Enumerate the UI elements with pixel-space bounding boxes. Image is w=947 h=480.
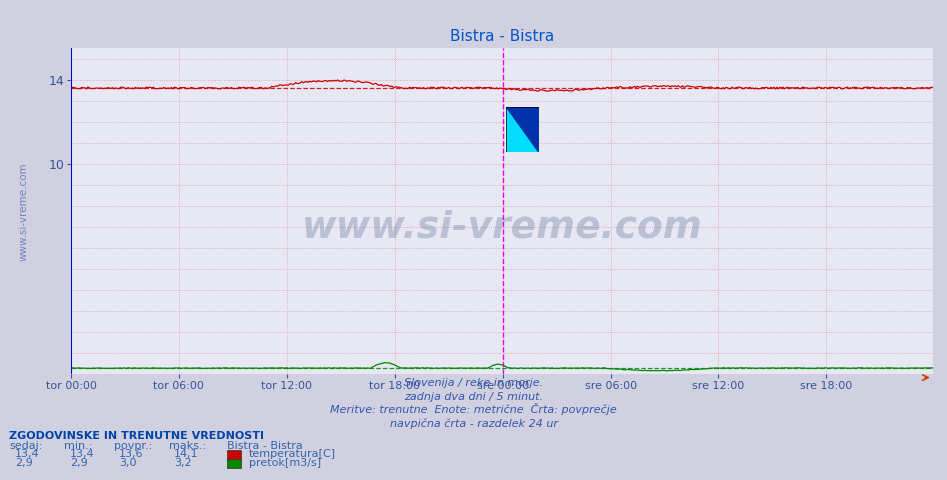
- Title: Bistra - Bistra: Bistra - Bistra: [450, 29, 554, 44]
- Text: navpična črta - razdelek 24 ur: navpična črta - razdelek 24 ur: [389, 418, 558, 429]
- Text: sedaj:: sedaj:: [9, 441, 43, 451]
- Text: 3,0: 3,0: [119, 457, 136, 468]
- Text: 13,4: 13,4: [70, 449, 95, 459]
- Text: temperatura[C]: temperatura[C]: [249, 449, 336, 459]
- Text: www.si-vreme.com: www.si-vreme.com: [301, 209, 703, 246]
- Text: www.si-vreme.com: www.si-vreme.com: [19, 162, 28, 261]
- Text: 13,6: 13,6: [119, 449, 144, 459]
- Text: povpr.:: povpr.:: [114, 441, 152, 451]
- Text: ZGODOVINSKE IN TRENUTNE VREDNOSTI: ZGODOVINSKE IN TRENUTNE VREDNOSTI: [9, 431, 264, 441]
- Text: Meritve: trenutne  Enote: metrične  Črta: povprečje: Meritve: trenutne Enote: metrične Črta: …: [331, 403, 616, 415]
- Text: maks.:: maks.:: [169, 441, 205, 451]
- Text: Bistra - Bistra: Bistra - Bistra: [227, 441, 303, 451]
- Polygon shape: [507, 107, 539, 153]
- Text: 2,9: 2,9: [70, 457, 88, 468]
- Text: 14,1: 14,1: [174, 449, 199, 459]
- Text: Slovenija / reke in morje.: Slovenija / reke in morje.: [404, 378, 543, 388]
- Polygon shape: [507, 107, 539, 153]
- Text: 13,4: 13,4: [15, 449, 40, 459]
- Text: 2,9: 2,9: [15, 457, 33, 468]
- Text: zadnja dva dni / 5 minut.: zadnja dva dni / 5 minut.: [404, 392, 543, 402]
- Text: min.:: min.:: [64, 441, 93, 451]
- Text: pretok[m3/s]: pretok[m3/s]: [249, 457, 321, 468]
- Polygon shape: [507, 107, 539, 153]
- Text: 3,2: 3,2: [174, 457, 192, 468]
